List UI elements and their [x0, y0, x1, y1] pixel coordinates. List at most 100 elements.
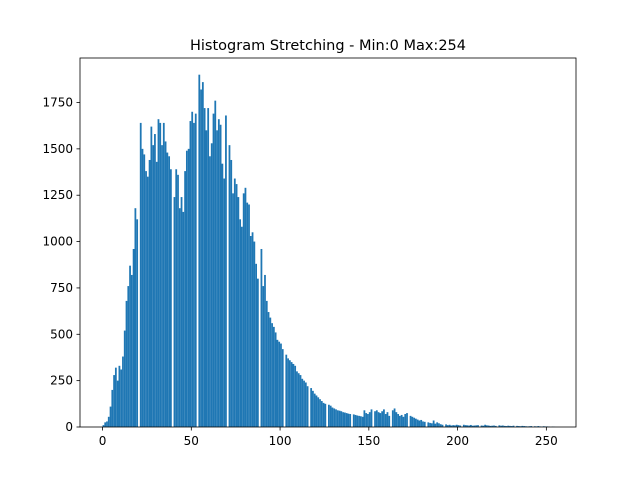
- histogram-bar: [232, 193, 234, 427]
- histogram-bar: [161, 145, 163, 427]
- histogram-bar: [216, 130, 218, 427]
- histogram-bar: [450, 425, 453, 427]
- histogram-bar: [301, 378, 304, 427]
- histogram-bar: [512, 425, 515, 427]
- y-tick-label: 750: [50, 281, 73, 295]
- y-axis: 0 250 500 750 1000 1250 1500 1750: [42, 96, 80, 434]
- histogram-bar: [184, 171, 186, 427]
- histogram-bar: [303, 380, 305, 427]
- histogram-bar: [427, 422, 430, 427]
- histogram-bar: [217, 119, 220, 427]
- histogram-bar: [411, 416, 414, 427]
- histogram-bar: [473, 425, 476, 427]
- histogram-bar: [510, 426, 513, 427]
- histogram-bar: [395, 412, 398, 427]
- histogram-bar: [233, 178, 236, 427]
- histogram-bar: [365, 413, 368, 427]
- histogram-bar: [182, 211, 185, 427]
- histogram-bar: [241, 226, 243, 427]
- histogram-bar: [148, 159, 151, 428]
- histogram-bar: [269, 317, 272, 427]
- histogram-bar: [288, 360, 291, 427]
- histogram-bar: [370, 409, 373, 427]
- histogram-bar: [454, 425, 456, 427]
- histogram-bar: [212, 113, 215, 427]
- histogram-bar: [491, 425, 494, 427]
- histogram-bar: [134, 208, 137, 427]
- histogram-bar: [521, 425, 524, 427]
- histogram-bar: [383, 409, 385, 427]
- histogram-bar: [159, 122, 162, 428]
- histogram-bar: [500, 425, 502, 427]
- histogram-bar: [462, 424, 465, 427]
- histogram-bar: [111, 389, 114, 427]
- histogram-bar: [104, 422, 107, 427]
- histogram-bar: [123, 330, 126, 427]
- histogram-bar: [187, 148, 190, 428]
- histogram-bar: [342, 412, 344, 427]
- histogram-bar: [127, 286, 130, 427]
- histogram-bar: [264, 274, 266, 427]
- histogram-bar: [367, 414, 369, 427]
- histogram-bar: [207, 108, 210, 427]
- histogram-bar: [191, 111, 194, 428]
- histogram-bar: [201, 82, 204, 428]
- histogram-bar: [253, 241, 256, 427]
- histogram-bar: [281, 349, 284, 427]
- histogram-bar: [452, 425, 455, 427]
- histogram-bar: [310, 388, 313, 427]
- histogram-bar: [280, 343, 282, 427]
- histogram-bar: [200, 89, 202, 428]
- histogram-bar: [333, 408, 336, 427]
- histogram-bar: [381, 411, 384, 427]
- histogram-bar: [265, 300, 268, 427]
- histogram-bar: [468, 425, 471, 427]
- x-tick-label: 150: [357, 434, 380, 448]
- histogram-bar: [145, 171, 147, 427]
- x-axis: 0 50 100 150 200 250: [99, 427, 558, 448]
- histogram-bar: [162, 122, 165, 428]
- histogram-bar: [466, 425, 469, 427]
- histogram-bar: [102, 425, 105, 427]
- histogram-bar: [287, 358, 289, 427]
- histogram-bar: [393, 408, 396, 427]
- histogram-bar: [155, 161, 158, 427]
- histogram-bar: [459, 425, 462, 427]
- histogram-bar: [413, 417, 415, 427]
- histogram-bar: [278, 341, 281, 427]
- histogram-bar: [422, 421, 424, 427]
- histogram-bar: [297, 373, 300, 427]
- histogram-bar: [484, 424, 486, 427]
- histogram-bar: [358, 415, 360, 427]
- y-tick-label: 1250: [42, 188, 73, 202]
- histogram-bar: [516, 425, 518, 427]
- histogram-bar: [141, 148, 144, 428]
- histogram-bar: [276, 339, 279, 427]
- histogram-bar: [106, 421, 108, 427]
- y-tick-label: 1500: [42, 142, 73, 156]
- histogram-bar: [239, 219, 242, 427]
- histogram-bar: [114, 367, 117, 427]
- histogram-bar: [486, 425, 488, 427]
- histogram-bar: [329, 405, 332, 427]
- histogram-bar: [414, 418, 417, 427]
- histogram-bar: [109, 406, 112, 427]
- histogram-bar: [374, 411, 376, 427]
- histogram-bar: [168, 156, 171, 427]
- histogram-bar: [173, 197, 176, 427]
- histogram-bar: [225, 115, 227, 427]
- histogram-bar: [517, 426, 520, 427]
- histogram-bar: [509, 425, 511, 427]
- histogram-bar: [272, 326, 275, 427]
- histogram-bar: [219, 124, 222, 427]
- histogram-bar: [338, 410, 341, 427]
- histogram-bar: [198, 74, 201, 427]
- histogram-bar: [251, 232, 254, 427]
- histogram-bar: [244, 187, 247, 427]
- histogram-bar: [249, 236, 252, 427]
- histogram-bar: [203, 108, 206, 427]
- histogram-bar: [132, 248, 135, 427]
- histogram-bar: [146, 176, 149, 427]
- histogram-bar: [441, 424, 444, 427]
- histogram-bar: [143, 154, 146, 428]
